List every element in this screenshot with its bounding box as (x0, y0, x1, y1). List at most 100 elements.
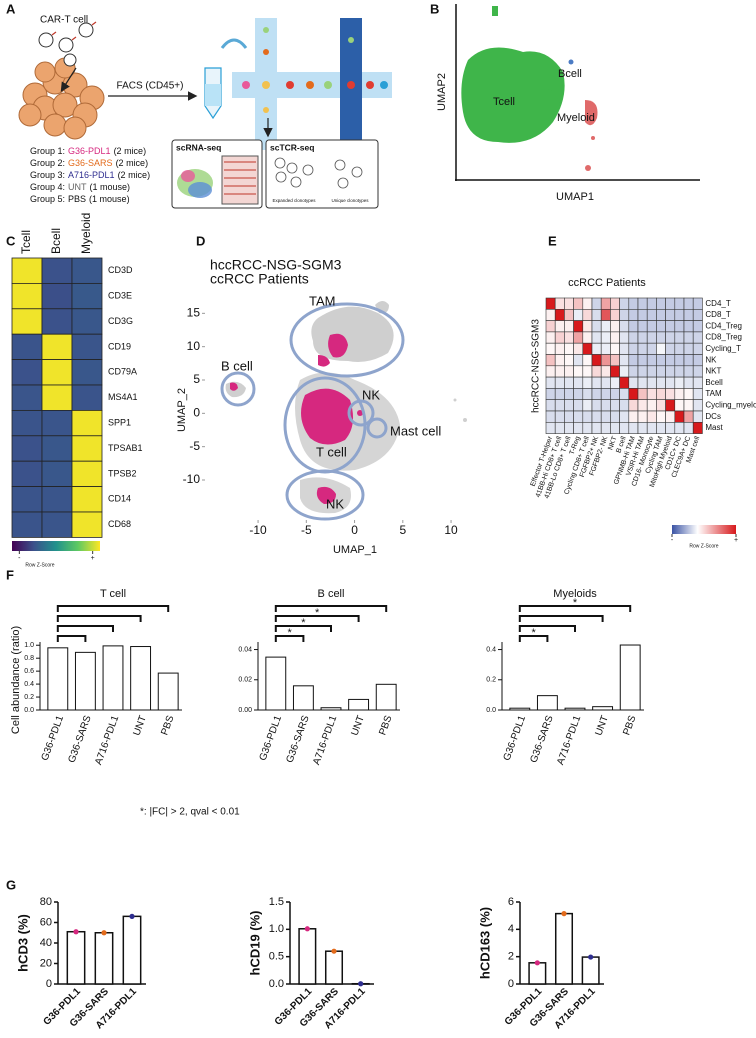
heatmap-cell (656, 410, 666, 423)
footnote: *: |FC| > 2, qval < 0.01 (140, 807, 240, 818)
heatmap-cell (591, 376, 602, 389)
heatmap-cell (692, 376, 703, 389)
heatmap-y-title: hccRCC-NSG-SGM3 (531, 319, 542, 413)
significance-bracket (518, 625, 576, 632)
panel-label: F (6, 567, 14, 582)
heatmap-cell (554, 297, 565, 310)
heatmap-cell (665, 297, 676, 310)
heatmap-row-label: CD8_T (705, 310, 730, 319)
heatmap-row-label: SPP1 (108, 417, 131, 427)
group-suffix: (2 mice) (114, 146, 147, 156)
x-tick-label: UNT (132, 714, 149, 737)
heatmap-cell (674, 399, 685, 412)
group-entry: Group 3: A716-PDL1 (2 mice) (30, 170, 150, 180)
heatmap-cell (665, 421, 676, 434)
heatmap-cell (656, 421, 666, 434)
colorbar-tick-label: + (91, 555, 95, 562)
group-entry: Group 4: UNT (1 mouse) (30, 182, 130, 192)
bar (324, 950, 344, 985)
heatmap-cell (582, 399, 593, 412)
group-suffix: (1 mouse) (89, 194, 130, 204)
heatmap-cell (610, 331, 620, 344)
heatmap-cell (545, 331, 556, 344)
colorbar (672, 525, 736, 534)
significance-bracket (56, 615, 142, 622)
heatmap-cell (554, 354, 565, 367)
heatmap-cell (41, 384, 73, 411)
heatmap-cell (591, 297, 602, 310)
heatmap-cell (646, 342, 657, 355)
y-tick-label: 0.0 (24, 707, 34, 714)
heatmap-cell (656, 320, 666, 333)
significance-bracket (274, 605, 388, 612)
bar (564, 707, 586, 711)
heatmap-cell (628, 308, 639, 321)
heatmap-cell (554, 308, 565, 321)
heatmap-cell (11, 359, 43, 386)
y-tick-label: 10 (187, 339, 201, 353)
significance-bracket (274, 615, 360, 622)
heatmap-cell (545, 365, 556, 378)
heatmap-row-label: CD3E (108, 290, 132, 300)
panel-d-umap (220, 301, 467, 521)
heatmap-cell (11, 460, 43, 488)
x-tick-label: A716-PDL1 (93, 714, 121, 767)
heatmap-cell (582, 365, 593, 378)
cluster-label: Tcell (493, 96, 515, 108)
heatmap-column-label: Tcell (19, 230, 33, 254)
group-prefix: Group 2: (30, 158, 65, 168)
heatmap-cell (11, 282, 43, 310)
heatmap-cell (591, 421, 602, 434)
heatmap-row-label: Mast (705, 423, 723, 432)
heatmap-cell (564, 410, 574, 423)
heatmap-cell (665, 365, 676, 378)
heatmap-row-label: CD79A (108, 367, 137, 377)
significance-label: * (573, 597, 578, 609)
heatmap-cell (637, 399, 648, 412)
heatmap-cell (665, 399, 676, 412)
heatmap-cell (41, 257, 73, 284)
heatmap-cell (591, 365, 602, 378)
heatmap-cell (610, 354, 620, 367)
heatmap-cell (582, 421, 593, 434)
x-axis-label: UMAP_1 (333, 544, 377, 556)
heatmap-cell (610, 297, 620, 310)
heatmap-cell (573, 342, 584, 355)
significance-bracket (518, 615, 604, 622)
heatmap-cell (674, 297, 685, 310)
heatmap-cell (41, 486, 73, 513)
heatmap-cell (637, 410, 648, 423)
x-axis-label: UMAP1 (556, 191, 594, 203)
heatmap-cell (564, 342, 574, 355)
heatmap-cell (656, 342, 666, 355)
heatmap-cell (41, 333, 73, 361)
heatmap-cell (619, 320, 630, 333)
y-tick-label: 0.6 (24, 668, 34, 675)
heatmap-row-label: TPSAB1 (108, 443, 143, 453)
heatmap-cell (573, 308, 584, 321)
bar (265, 656, 287, 711)
data-point (73, 929, 79, 935)
heatmap-cell (665, 410, 676, 423)
group-name: G36-SARS (68, 158, 113, 168)
heatmap-cell (11, 308, 43, 335)
heatmap-cell (600, 399, 611, 412)
panel-label: D (196, 233, 205, 248)
heatmap-cell (628, 342, 639, 355)
significance-bracket (518, 635, 549, 642)
x-tick-label: UNT (350, 714, 367, 737)
heatmap-cell (656, 297, 666, 310)
heatmap-row-label: CD3G (108, 316, 133, 326)
y-tick-label: 80 (40, 896, 52, 908)
heatmap-cell (665, 331, 676, 344)
heatmap-row-label: TAM (705, 389, 722, 398)
data-point (331, 948, 337, 954)
heatmap-row-label: NK (705, 355, 717, 364)
heatmap-cell (683, 308, 694, 321)
heatmap-cell (545, 354, 556, 367)
heatmap-row-label: CD19 (108, 341, 131, 351)
x-tick-label: UNT (594, 714, 611, 737)
heatmap-cell (637, 331, 648, 344)
significance-bracket (56, 605, 170, 612)
